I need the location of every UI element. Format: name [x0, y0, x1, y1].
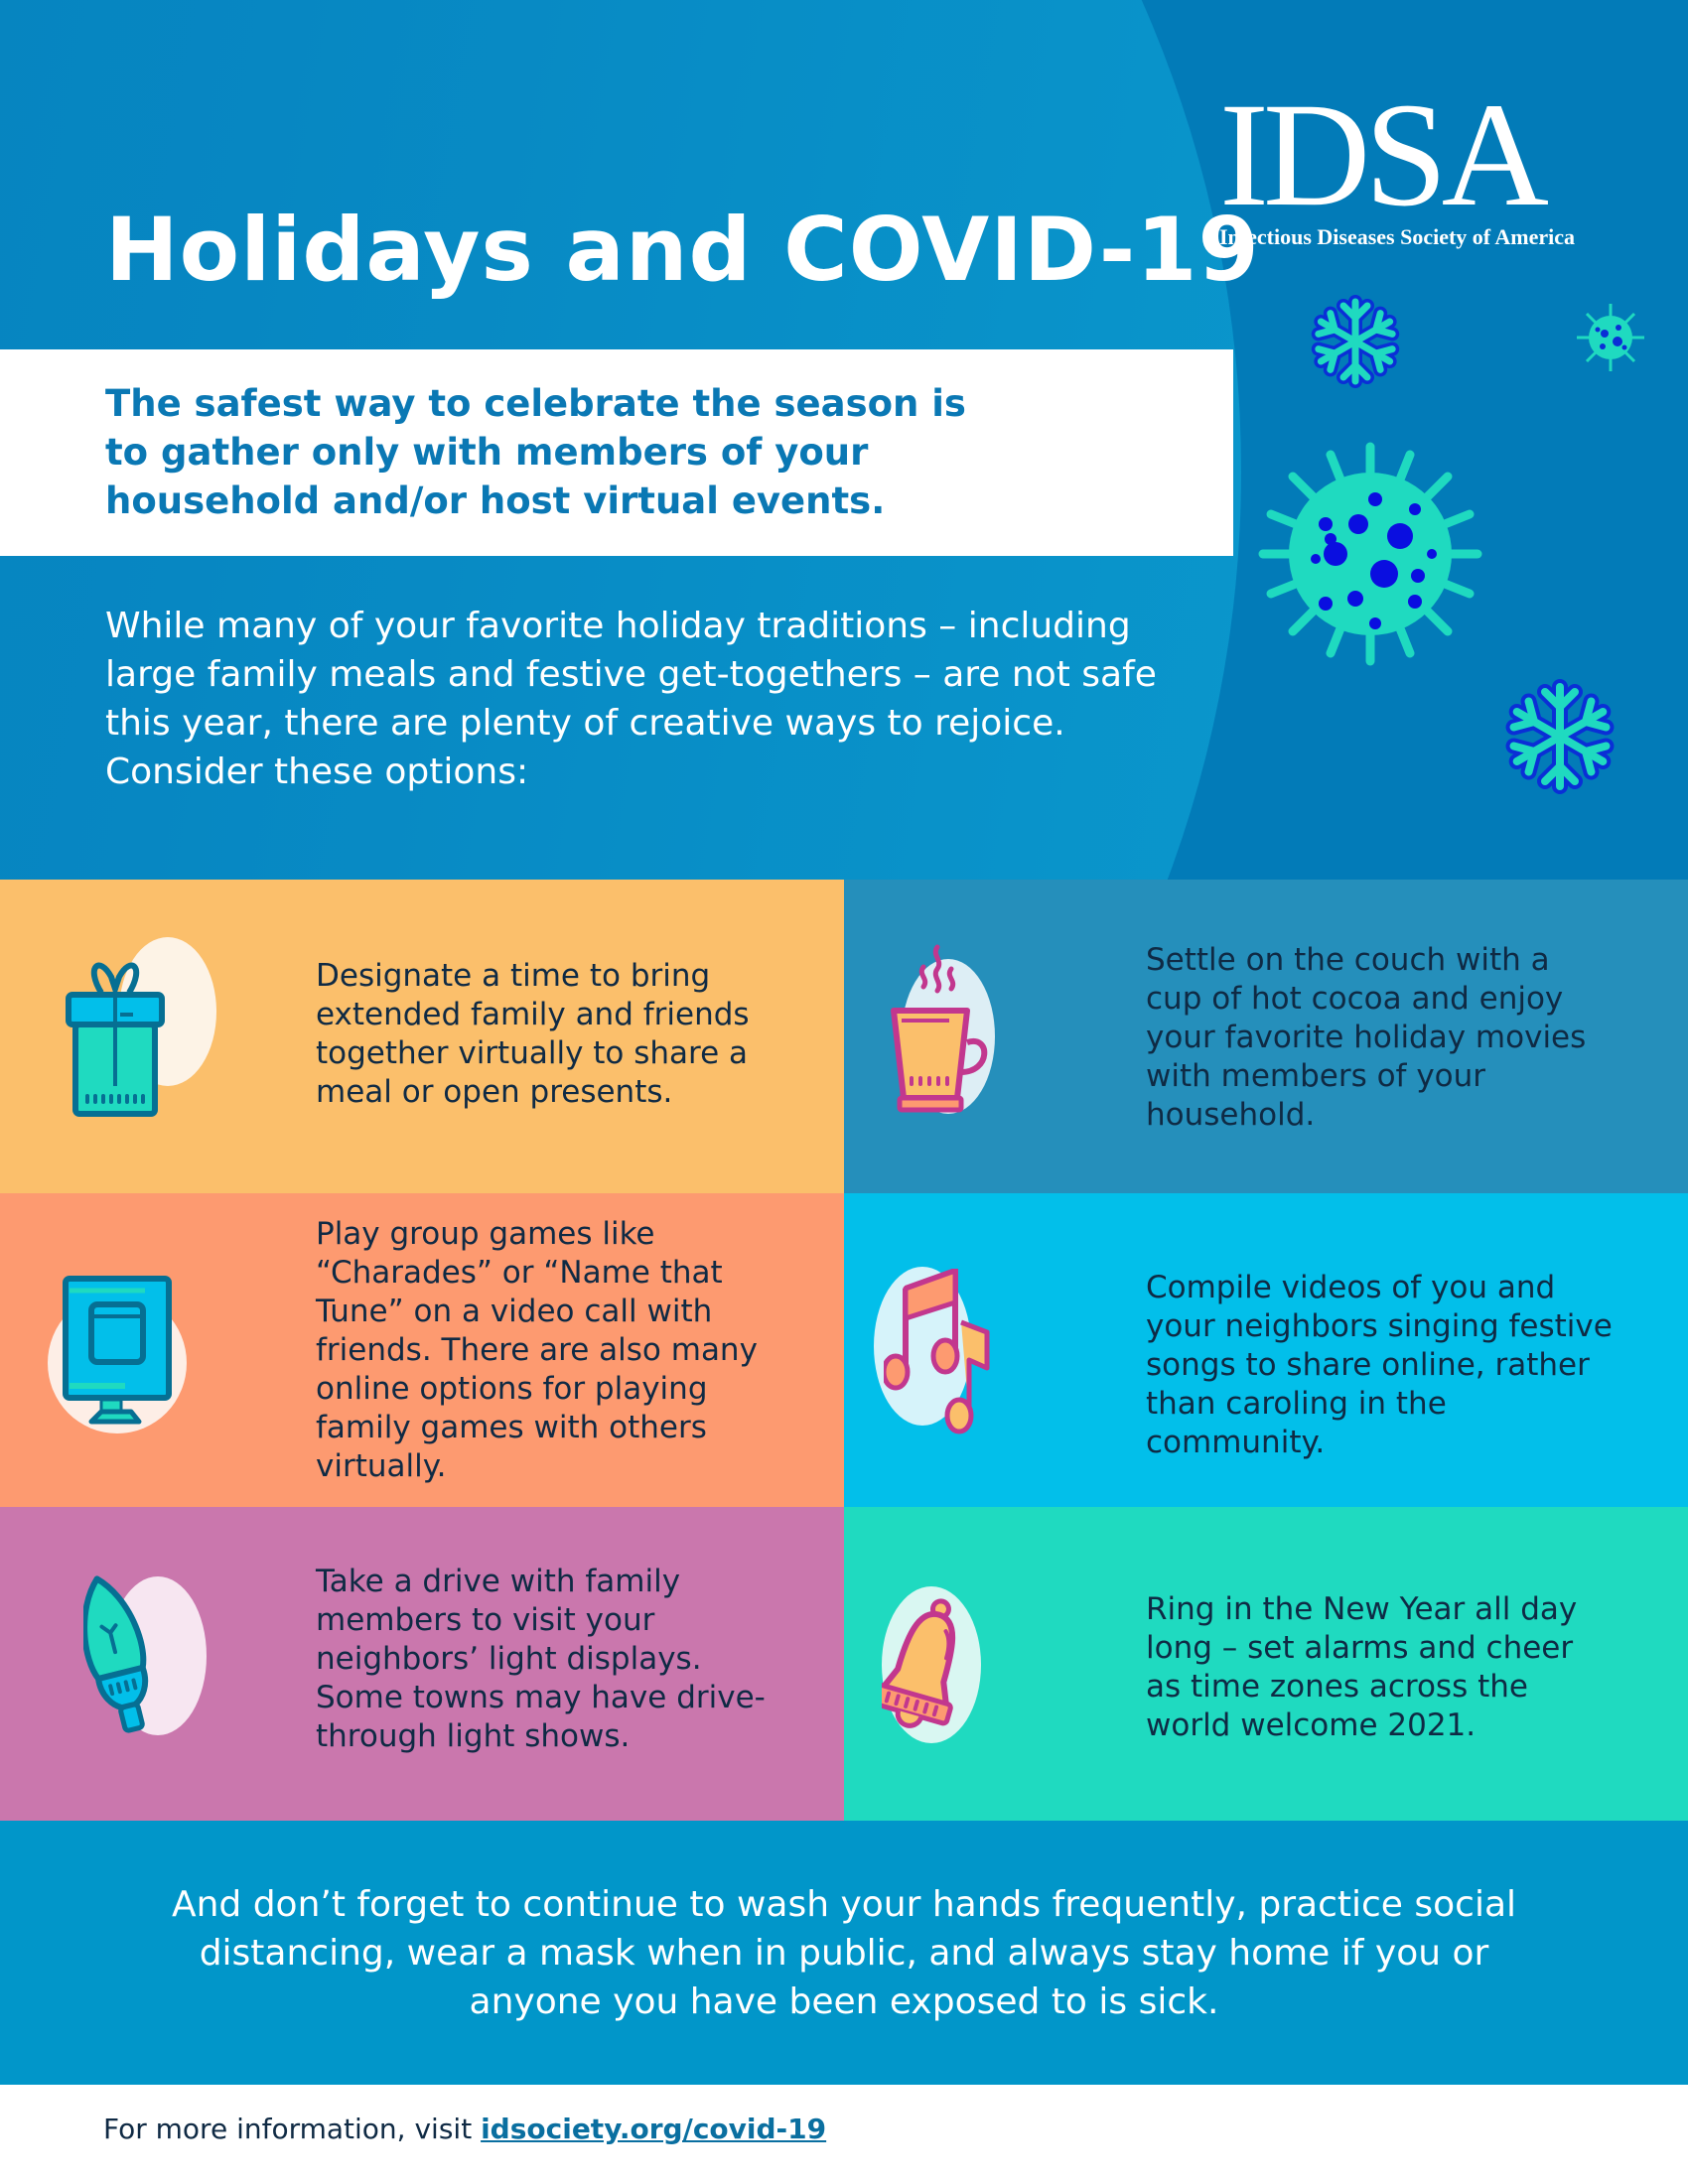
page-title: Holidays and COVID-19 — [105, 199, 1260, 301]
intro-paragraph: While many of your favorite holiday trad… — [105, 606, 1157, 792]
idsa-logo[interactable]: IDSA Infectious Diseases Society of Amer… — [1219, 72, 1597, 250]
options-grid: Designate a time to bring extended famil… — [0, 880, 1688, 1821]
more-info-link[interactable]: idsociety.org/covid-19 — [481, 2113, 827, 2145]
light-bulb-icon — [83, 1575, 149, 1733]
option-text: Play group games like “Charades” or “Nam… — [316, 1216, 758, 1484]
snowflake-icon — [1301, 295, 1410, 391]
bell-icon — [882, 1598, 956, 1728]
gift-icon — [66, 962, 165, 1117]
subtitle-band — [0, 349, 1233, 556]
option-tile-new-year: Ring in the New Year all day long – set … — [844, 1507, 1688, 1821]
closing-section — [0, 1821, 1688, 2085]
monitor-icon — [63, 1276, 172, 1425]
page-subtitle: The safest way to celebrate the season i… — [105, 382, 966, 522]
option-text: Settle on the couch with a cup of hot co… — [1146, 942, 1587, 1133]
virus-icon — [1258, 442, 1482, 666]
option-tile-light-displays: Take a drive with family members to visi… — [0, 1507, 844, 1821]
option-text: Take a drive with family members to visi… — [316, 1564, 766, 1754]
option-tile-virtual-meal: Designate a time to bring extended famil… — [0, 880, 844, 1193]
closing-message: And don’t forget to continue to wash you… — [171, 1884, 1517, 2022]
music-notes-icon — [884, 1269, 990, 1434]
cocoa-cup-icon — [891, 944, 988, 1113]
virus-icon — [1577, 304, 1644, 371]
option-text: Compile videos of you and your neighbors… — [1146, 1270, 1613, 1460]
option-tile-hot-cocoa: Settle on the couch with a cup of hot co… — [844, 880, 1688, 1193]
option-tile-group-games: Play group games like “Charades” or “Nam… — [0, 1193, 844, 1507]
logo-name: Infectious Diseases Society of America — [1219, 224, 1576, 249]
option-tile-singing-videos: Compile videos of you and your neighbors… — [844, 1193, 1688, 1507]
option-text: Ring in the New Year all day long – set … — [1146, 1591, 1578, 1743]
footer-prefix: For more information, visit — [103, 2113, 482, 2145]
snowflake-icon — [1495, 679, 1624, 798]
footer: For more information, visit idsociety.or… — [103, 2113, 826, 2145]
logo-mark: IDSA — [1219, 72, 1549, 237]
option-text: Designate a time to bring extended famil… — [316, 958, 750, 1110]
